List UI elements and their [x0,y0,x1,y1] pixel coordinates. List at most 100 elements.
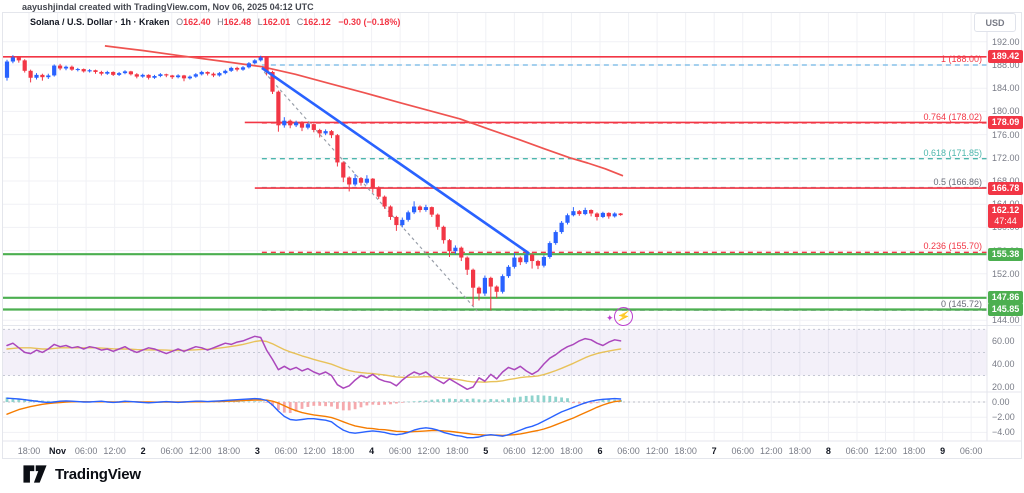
time-axis-label[interactable]: 06:00 [388,446,412,456]
macd-histogram-bar [524,395,528,402]
tradingview-logomark-icon [23,465,47,483]
tradingview-logo[interactable]: TradingView [22,463,141,485]
macd-histogram-bar [288,402,292,414]
candle-body [583,210,588,215]
macd-histogram-bar [495,399,499,402]
time-axis-label[interactable]: 06:00 [160,446,184,456]
time-axis-label[interactable]: 18:00 [445,446,469,456]
macd-histogram-bar [560,397,563,402]
time-axis-day-label[interactable]: 4 [369,446,375,456]
time-axis-day-label[interactable]: 5 [483,446,489,456]
time-axis-label[interactable]: 12:00 [874,446,897,456]
blue-trendline[interactable] [261,66,530,255]
fib-level-label: 0.5 (166.86) [933,176,982,187]
time-axis-label[interactable]: 12:00 [303,446,326,456]
time-axis-label[interactable]: 18:00 [331,446,355,456]
time-axis-label[interactable]: 06:00 [959,446,983,456]
time-axis-label[interactable]: 12:00 [760,446,783,456]
macd-histogram-bar [235,401,239,402]
time-axis-day-label[interactable]: Nov [49,446,67,456]
candle-body [69,66,74,70]
ohlc-close-key: C [296,17,304,27]
candle-body [99,71,104,74]
macd-histogram-bar [536,395,540,402]
candle-body [394,216,399,226]
macd-histogram-bar [341,402,345,411]
time-axis-label[interactable]: 18:00 [674,446,697,456]
time-axis-label[interactable]: 06:00 [845,446,869,456]
macd-histogram-bar [41,400,44,402]
time-axis-label[interactable]: 06:00 [503,446,526,456]
macd-histogram-bar [318,402,322,406]
candle-body [170,75,175,78]
candle-body [264,57,269,72]
price-axis-label: 192.00 [992,36,1020,47]
candle-body [187,76,192,79]
candle-body [111,71,116,75]
macd-histogram-bar [430,399,434,402]
symbol-title[interactable]: Solana / U.S. Dollar · 1h · Kraken [30,17,170,27]
candle-body [258,57,263,61]
candle-body [311,124,316,130]
candle-body [376,187,381,197]
candle-body [93,70,98,72]
candle-body [382,196,387,207]
red-ma-line [104,45,624,177]
current-price-badge: 162.12 47:44 [988,204,1023,229]
time-axis-label[interactable]: 18:00 [902,446,926,456]
time-axis-label[interactable]: 18:00 [560,446,583,456]
currency-toggle-button[interactable]: USD [974,13,1016,32]
time-axis-label[interactable]: 12:00 [531,446,555,456]
macd-histogram-bar [377,402,381,406]
price-axis-label: 180.00 [992,106,1020,117]
candle-body [28,70,33,78]
time-axis-label[interactable]: 12:00 [645,446,669,456]
candle-body [441,226,446,241]
candle-body [81,69,86,72]
macd-histogram-bar [383,402,386,405]
candle-body [164,74,169,76]
candle-body [400,219,405,226]
time-axis-label[interactable]: 18:00 [217,446,241,456]
candle-body [22,60,27,71]
attribution-text: aayushjindal created with TradingView.co… [22,2,314,12]
chart-legend[interactable]: Solana / U.S. Dollar · 1h · Kraken O162.… [30,17,400,27]
time-axis-label[interactable]: 12:00 [103,446,126,456]
candle-body [288,120,293,126]
time-axis-day-label[interactable]: 7 [711,446,717,456]
candle-body [594,213,600,217]
candle-body [16,57,21,61]
macd-histogram-bar [23,398,27,402]
time-axis-label[interactable]: 12:00 [189,446,212,456]
time-axis-label[interactable]: 12:00 [417,446,440,456]
ohlc-low-key: L [257,17,263,27]
gray-trendline[interactable] [263,71,478,312]
chart-canvas[interactable] [0,0,1024,460]
candle-body [453,247,458,252]
macd-axis-label: −4.00 [992,427,1015,438]
candle-body [388,206,393,217]
time-axis-label[interactable]: 18:00 [17,446,41,456]
price-level-badge: 189.42 [988,50,1023,64]
time-axis-label[interactable]: 06:00 [617,446,640,456]
candle-body [518,257,523,263]
time-axis-day-label[interactable]: 3 [254,446,260,456]
time-axis-label[interactable]: 06:00 [731,446,755,456]
candle-body [589,210,594,214]
time-axis-label[interactable]: 06:00 [74,446,98,456]
candle-body [370,178,375,188]
candle-body [618,213,623,216]
time-axis-label[interactable]: 18:00 [788,446,812,456]
ohlc-close-value: 162.12 [303,17,331,27]
candle-body [612,213,617,217]
candle-body [553,232,558,244]
macd-histogram-bar [507,398,510,402]
time-axis-day-label[interactable]: 2 [140,446,146,456]
candle-body [299,122,305,128]
candle-body [63,66,69,69]
time-axis-day-label[interactable]: 9 [940,446,946,456]
candle-body [235,67,240,70]
time-axis-day-label[interactable]: 8 [825,446,831,456]
time-axis-day-label[interactable]: 6 [597,446,603,456]
time-axis-label[interactable]: 06:00 [274,446,298,456]
